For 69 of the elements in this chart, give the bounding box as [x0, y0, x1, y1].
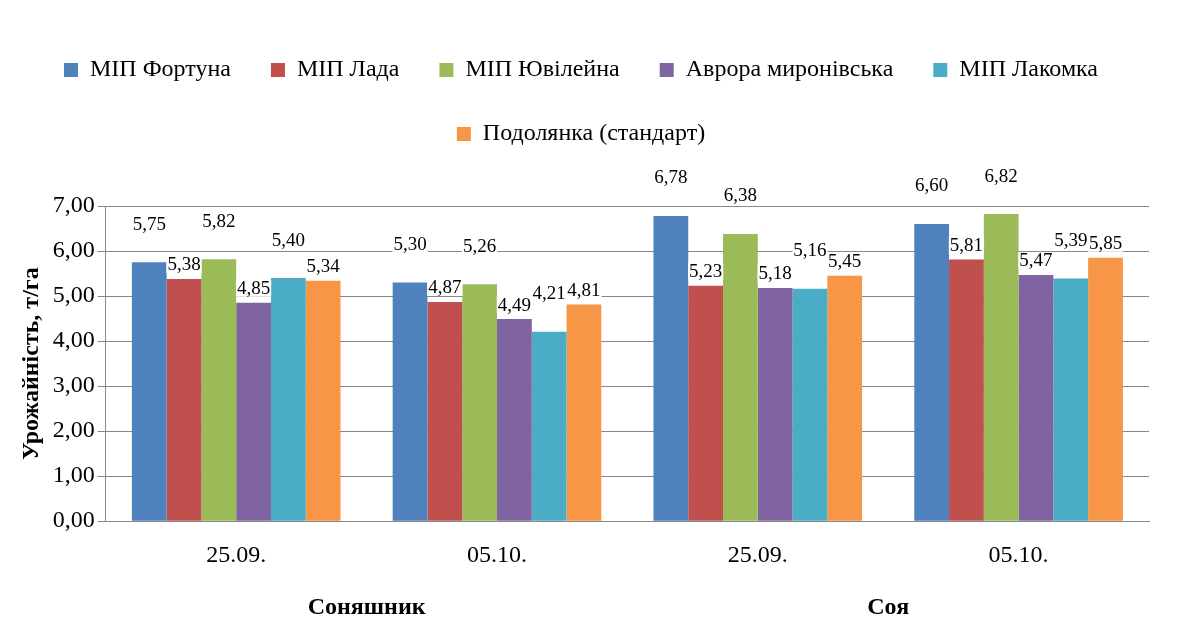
data-label: 5,23 — [689, 260, 723, 282]
legend-label: МІП Лакомка — [959, 55, 1099, 82]
data-label: 4,85 — [236, 277, 271, 299]
data-label: 5,75 — [132, 212, 166, 234]
data-label: 6,82 — [984, 164, 1018, 186]
y-tick-label: 7,00 — [52, 191, 95, 218]
bar — [566, 304, 602, 521]
y-axis-title: Урожайність, т/га — [16, 267, 43, 460]
data-label: 5,47 — [1019, 249, 1053, 271]
y-tick-label: 1,00 — [52, 461, 95, 488]
data-label: 4,21 — [532, 282, 566, 304]
data-label: 5,30 — [393, 233, 427, 255]
bar — [131, 262, 167, 521]
legend-label: МІП Фортуна — [89, 55, 232, 82]
x-tick-label: 25.09. — [727, 540, 788, 567]
bar — [1018, 274, 1054, 521]
data-label: 5,16 — [793, 239, 827, 261]
data-label: 5,40 — [271, 228, 305, 250]
y-tick-label: 3,00 — [52, 371, 95, 398]
data-label: 4,49 — [497, 293, 532, 315]
bar — [827, 275, 863, 521]
data-label: 5,39 — [1054, 228, 1088, 250]
bar — [792, 288, 828, 521]
legend-label: Подолянка (стандарт) — [482, 119, 706, 146]
y-tick-label: 0,00 — [52, 506, 95, 533]
bar — [949, 259, 984, 521]
data-label: 6,60 — [915, 174, 949, 196]
data-label: 5,38 — [167, 253, 201, 275]
data-label: 6,78 — [654, 166, 688, 188]
legend-label: МІП Ювілейна — [465, 55, 621, 82]
text: Соя — [867, 593, 910, 620]
bar — [723, 233, 758, 521]
bar — [166, 278, 202, 521]
y-tick-label: 2,00 — [52, 416, 95, 443]
data-label: 5,81 — [949, 234, 984, 256]
x-tick-label: 25.09. — [206, 540, 267, 567]
bar — [653, 215, 689, 521]
data-label: 5,82 — [202, 209, 236, 231]
bar — [305, 280, 341, 521]
bar — [462, 284, 497, 521]
y-tick-label: 4,00 — [52, 326, 95, 353]
bar — [497, 319, 532, 521]
text: Соняшник — [307, 593, 426, 620]
bar — [236, 302, 271, 521]
data-label: 4,87 — [428, 276, 462, 298]
y-tick-label: 6,00 — [52, 236, 95, 263]
data-label: 4,81 — [567, 279, 601, 301]
bar — [688, 285, 724, 521]
bar — [201, 259, 237, 521]
x-tick-label: 05.10. — [988, 540, 1049, 567]
bar — [1053, 278, 1089, 521]
data-label: 5,85 — [1088, 232, 1123, 254]
legend-label: МІП Лада — [296, 55, 400, 82]
bar — [1088, 257, 1123, 521]
bar — [427, 301, 463, 521]
bar — [757, 287, 793, 521]
y-tick-label: 5,00 — [52, 281, 95, 308]
bar — [270, 278, 306, 521]
data-label: 5,34 — [306, 255, 341, 277]
data-label: 5,18 — [758, 262, 792, 284]
bar — [914, 224, 950, 521]
data-label: 5,26 — [462, 234, 497, 256]
bar — [392, 282, 428, 521]
bar — [531, 331, 567, 521]
data-label: 6,38 — [723, 184, 758, 206]
data-label: 5,45 — [828, 250, 862, 272]
legend-label: Аврора миронівська — [685, 55, 894, 82]
bar — [983, 214, 1019, 521]
x-tick-label: 05.10. — [467, 540, 527, 567]
